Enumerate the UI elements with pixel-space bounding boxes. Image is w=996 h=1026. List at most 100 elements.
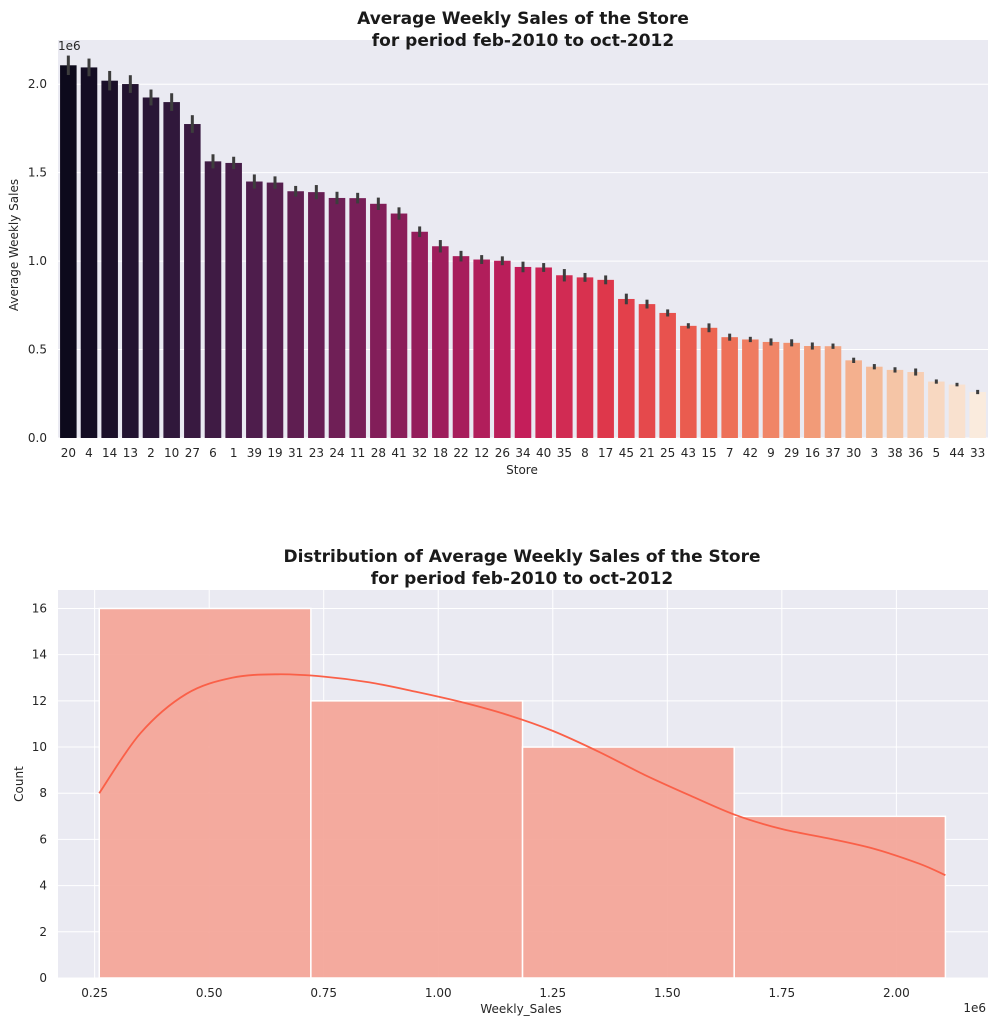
bar-chart-x-tick-label: 9 xyxy=(767,446,775,460)
bar xyxy=(349,198,366,438)
bar-chart-y-tick-label: 1.5 xyxy=(28,166,47,180)
bar xyxy=(907,372,924,438)
bar xyxy=(680,325,697,438)
bar-chart-x-tick-label: 4 xyxy=(85,446,93,460)
bar xyxy=(721,337,738,438)
bar-chart-title-line1: Average Weekly Sales of the Store xyxy=(357,9,689,29)
bar-chart-x-tick-label: 8 xyxy=(581,446,589,460)
bar-chart-error-bars xyxy=(66,55,980,395)
bar xyxy=(576,277,594,438)
bar xyxy=(762,341,780,438)
bar-chart-x-tick-label: 10 xyxy=(164,446,179,460)
histogram-x-tick-label: 0.25 xyxy=(81,986,108,1000)
bar-chart-x-tick-label: 37 xyxy=(825,446,840,460)
bar xyxy=(246,181,263,438)
bar-chart-y-tick-label: 0.0 xyxy=(28,431,47,445)
histogram-y-tick-label: 8 xyxy=(39,786,47,800)
bar xyxy=(824,346,842,438)
bar-chart-x-tick-label: 35 xyxy=(557,446,572,460)
bar xyxy=(60,65,77,439)
bar-chart-x-tick-label: 14 xyxy=(102,446,117,460)
bar-chart-x-tick-label: 34 xyxy=(515,446,530,460)
kde-line xyxy=(98,673,946,877)
bar-chart-x-tick-label: 33 xyxy=(970,446,985,460)
bar-chart-x-tick-label: 19 xyxy=(267,446,282,460)
bar xyxy=(742,339,759,438)
bar xyxy=(514,266,532,438)
bar-chart-x-tick-label: 21 xyxy=(639,446,654,460)
histogram-bar xyxy=(98,607,312,979)
bar xyxy=(928,381,945,438)
bar xyxy=(308,192,325,438)
bar-chart-x-tick-label: 1 xyxy=(230,446,238,460)
bar-chart-x-tick-label: 2 xyxy=(147,446,155,460)
histogram-title-line2: for period feb-2010 to oct-2012 xyxy=(371,569,673,589)
bar xyxy=(783,342,800,438)
bar-chart-y-axis-label: Average Weekly Sales xyxy=(7,179,21,311)
bar xyxy=(184,124,201,439)
bar-chart-x-tick-label: 6 xyxy=(209,446,217,460)
bar xyxy=(494,260,511,438)
histogram-bar xyxy=(733,815,947,979)
bar-chart-x-tick-label: 17 xyxy=(598,446,613,460)
histogram-y-tick-label: 4 xyxy=(39,879,47,893)
bar xyxy=(122,84,139,438)
histogram-y-tick-label: 2 xyxy=(39,925,47,939)
histogram-x-tick-label: 1.75 xyxy=(768,986,795,1000)
histogram-x-tick-label: 2.00 xyxy=(883,986,910,1000)
histogram-y-tick-label: 16 xyxy=(32,601,47,615)
histogram-bar xyxy=(521,746,735,979)
bar-chart-title-line2: for period feb-2010 to oct-2012 xyxy=(372,31,674,51)
bar-chart-bars xyxy=(60,65,986,439)
bar-chart-x-tick-label: 25 xyxy=(660,446,675,460)
bar-chart-x-tick-label: 31 xyxy=(288,446,303,460)
histogram-x-tick-label: 1.25 xyxy=(539,986,566,1000)
bar-chart-x-tick-label: 36 xyxy=(908,446,923,460)
bar xyxy=(845,360,862,438)
bar-chart-x-tick-label: 23 xyxy=(309,446,324,460)
bar xyxy=(101,80,118,438)
bar-chart-y-multiplier: 1e6 xyxy=(58,39,81,53)
histogram-x-axis-label: Weekly_Sales xyxy=(480,1002,561,1016)
bar-chart-x-tick-label: 27 xyxy=(185,446,200,460)
bar-chart-x-tick-label: 26 xyxy=(495,446,510,460)
histogram-kde xyxy=(98,673,946,877)
bar-chart-y-ticks: 0.0 0.5 1.0 1.5 2.0 xyxy=(28,77,47,445)
bar xyxy=(638,304,656,438)
bar-chart-x-tick-label: 41 xyxy=(391,446,406,460)
bar-chart-x-tick-label: 32 xyxy=(412,446,427,460)
histogram-y-tick-label: 6 xyxy=(39,832,47,846)
bar-chart-x-tick-label: 22 xyxy=(453,446,468,460)
bar-chart-x-tick-label: 40 xyxy=(536,446,551,460)
bar xyxy=(328,197,346,438)
bar xyxy=(163,102,180,438)
histogram-y-tick-label: 14 xyxy=(32,648,47,662)
histogram-x-tick-label: 0.50 xyxy=(196,986,223,1000)
bar-chart-y-tick-label: 2.0 xyxy=(28,77,47,91)
histogram-y-tick-label: 0 xyxy=(39,971,47,985)
bar-chart-x-tick-label: 28 xyxy=(371,446,386,460)
bar xyxy=(866,366,883,438)
bar-chart-x-tick-label: 11 xyxy=(350,446,365,460)
bar xyxy=(804,346,821,438)
bar xyxy=(948,384,966,438)
bar xyxy=(80,67,98,438)
bar-chart-x-tick-label: 30 xyxy=(846,446,861,460)
bar xyxy=(452,256,470,438)
histogram-x-tick-label: 1.00 xyxy=(425,986,452,1000)
histogram-y-tick-label: 12 xyxy=(32,694,47,708)
histogram-x-multiplier: 1e6 xyxy=(963,1001,986,1015)
bar xyxy=(618,298,635,438)
histogram-x-tick-label: 1.50 xyxy=(654,986,681,1000)
bar-chart-x-tick-label: 13 xyxy=(123,446,138,460)
bar-chart-x-tick-label: 38 xyxy=(887,446,902,460)
bar xyxy=(266,182,284,438)
bar xyxy=(432,246,449,438)
bar xyxy=(287,191,304,438)
bar xyxy=(370,203,387,438)
bar-chart-x-tick-label: 5 xyxy=(933,446,941,460)
histogram-y-tick-label: 10 xyxy=(32,740,47,754)
bar-chart-x-tick-label: 15 xyxy=(701,446,716,460)
bar-chart-x-tick-label: 44 xyxy=(949,446,964,460)
bar-chart-y-tick-label: 1.0 xyxy=(28,254,47,268)
